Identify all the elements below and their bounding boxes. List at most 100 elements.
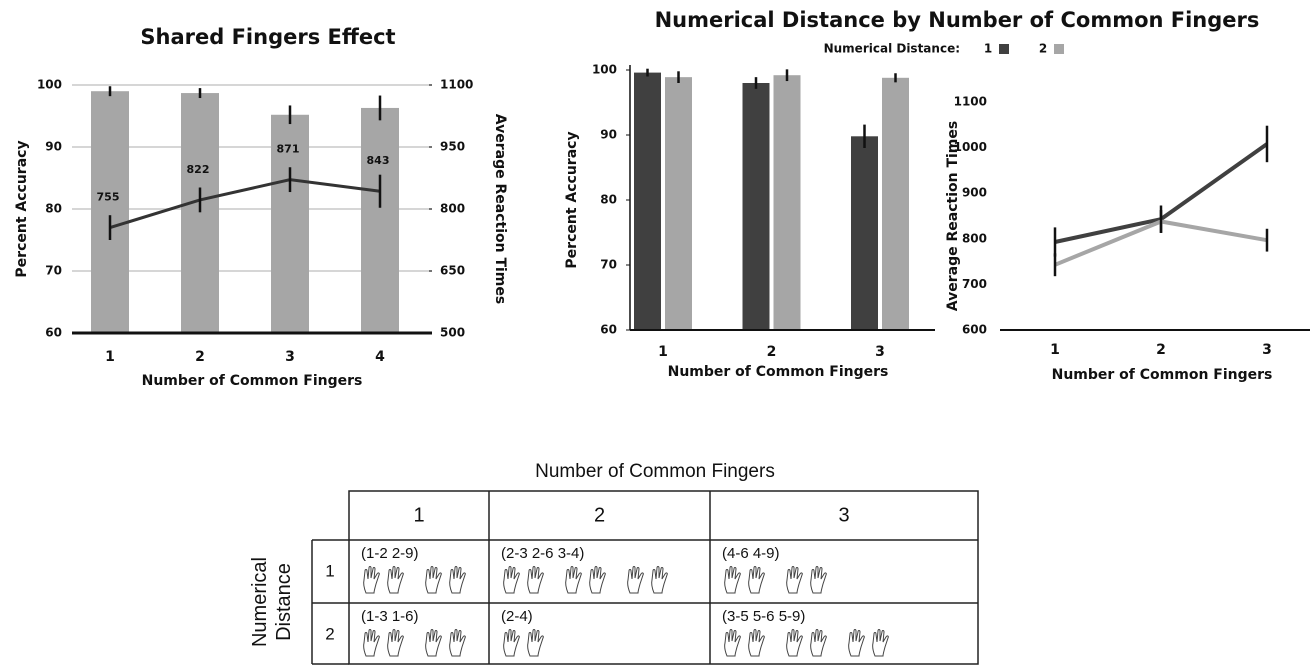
hand-icon bbox=[810, 566, 827, 594]
y-tick-label: 60 bbox=[600, 323, 617, 337]
y-axis-label: Average Reaction Times bbox=[945, 121, 961, 311]
hand-icon bbox=[387, 566, 404, 594]
y-tick-label: 70 bbox=[45, 264, 62, 278]
y2-tick-label: 500 bbox=[440, 326, 465, 340]
hand-icon bbox=[627, 566, 644, 594]
hand-icon bbox=[363, 566, 380, 594]
x-tick-label: 4 bbox=[375, 349, 385, 365]
y-tick-label: 1100 bbox=[954, 95, 987, 109]
hand-icon bbox=[503, 566, 520, 594]
x-axis-label: Number of Common Fingers bbox=[1052, 367, 1273, 383]
y-axis-label: Percent Accuracy bbox=[14, 140, 30, 277]
x-tick-label: 2 bbox=[767, 344, 777, 360]
data-label: 755 bbox=[97, 191, 120, 204]
y-tick-label: 70 bbox=[600, 258, 617, 272]
bar bbox=[773, 75, 801, 330]
y-axis-label: Percent Accuracy bbox=[564, 131, 580, 268]
hand-icon bbox=[527, 629, 544, 657]
y-tick-label: 600 bbox=[962, 323, 987, 337]
hand-icon bbox=[848, 629, 865, 657]
hand-icon bbox=[449, 566, 466, 594]
row-header: Numerical Distance bbox=[249, 556, 295, 648]
cell-text: (2-3 2-6 3-4) bbox=[501, 545, 584, 562]
hand-icon bbox=[425, 629, 442, 657]
hand-icon bbox=[748, 629, 765, 657]
hand-icon bbox=[363, 629, 380, 657]
y-tick-label: 700 bbox=[962, 277, 987, 291]
cell-text: (2-4) bbox=[501, 608, 533, 625]
row-label: 2 bbox=[325, 624, 334, 643]
hand-icon bbox=[503, 629, 520, 657]
y2-tick-label: 950 bbox=[440, 140, 465, 154]
y-tick-label: 90 bbox=[45, 140, 62, 154]
x-tick-label: 2 bbox=[1156, 342, 1166, 358]
hand-icon bbox=[527, 566, 544, 594]
hand-icon bbox=[872, 629, 889, 657]
y-tick-label: 80 bbox=[600, 193, 617, 207]
x-tick-label: 3 bbox=[875, 344, 885, 360]
x-tick-label: 2 bbox=[195, 349, 205, 365]
y-tick-label: 800 bbox=[962, 231, 987, 245]
y2-tick-label: 800 bbox=[440, 202, 465, 216]
table-grid bbox=[311, 490, 979, 665]
bar bbox=[665, 77, 692, 331]
hand-icon bbox=[786, 629, 803, 657]
chart-title: Shared Fingers Effect bbox=[140, 25, 395, 49]
column-header: 2 bbox=[594, 504, 605, 526]
y2-axis-label: Average Reaction Times bbox=[492, 114, 508, 304]
y-tick-label: 60 bbox=[45, 326, 62, 340]
line bbox=[109, 178, 381, 230]
hand-icon bbox=[449, 629, 466, 657]
y-tick-label: 100 bbox=[592, 63, 617, 77]
bar bbox=[91, 91, 129, 333]
y-tick-label: 80 bbox=[45, 202, 62, 216]
column-header: 3 bbox=[838, 504, 849, 526]
data-label: 822 bbox=[187, 163, 210, 176]
x-tick-label: 3 bbox=[1262, 342, 1272, 358]
hand-icon bbox=[810, 629, 827, 657]
y-tick-label: 90 bbox=[600, 128, 617, 142]
hand-icon bbox=[724, 629, 741, 657]
bar bbox=[742, 83, 770, 330]
cell-text: (1-3 1-6) bbox=[361, 608, 419, 625]
legend-label: 1 bbox=[984, 42, 992, 56]
x-tick-label: 1 bbox=[1050, 342, 1060, 358]
y-tick-label: 1000 bbox=[954, 140, 987, 154]
hand-icon bbox=[651, 566, 668, 594]
x-tick-label: 1 bbox=[105, 349, 115, 365]
table-title: Number of Common Fingers bbox=[535, 461, 775, 482]
x-tick-label: 3 bbox=[285, 349, 295, 365]
hand-icon bbox=[748, 566, 765, 594]
bar bbox=[882, 77, 909, 330]
chart-title: Numerical Distance by Number of Common F… bbox=[655, 8, 1260, 32]
legend-swatch bbox=[1054, 44, 1064, 54]
x-axis-label: Number of Common Fingers bbox=[142, 373, 363, 389]
bar bbox=[851, 136, 878, 330]
bar bbox=[271, 114, 309, 333]
cell-text: (1-2 2-9) bbox=[361, 545, 419, 562]
cell-text: (4-6 4-9) bbox=[722, 545, 780, 562]
data-label: 843 bbox=[367, 154, 390, 167]
bar bbox=[634, 72, 661, 330]
bar bbox=[181, 93, 219, 333]
y2-tick-label: 1100 bbox=[440, 78, 473, 92]
column-header: 1 bbox=[413, 504, 424, 526]
x-axis-label: Number of Common Fingers bbox=[668, 364, 889, 380]
bar bbox=[361, 107, 399, 333]
legend-title: Numerical Distance: bbox=[824, 42, 960, 56]
data-label: 871 bbox=[277, 143, 300, 156]
y2-tick-label: 650 bbox=[440, 264, 465, 278]
hand-icon bbox=[724, 566, 741, 594]
legend-label: 2 bbox=[1039, 42, 1047, 56]
hand-icon bbox=[786, 566, 803, 594]
y-tick-label: 100 bbox=[37, 78, 62, 92]
cell-text: (3-5 5-6 5-9) bbox=[722, 608, 805, 625]
hand-icon bbox=[589, 566, 606, 594]
row-label: 1 bbox=[325, 561, 334, 580]
hand-icon bbox=[425, 566, 442, 594]
hand-icon bbox=[387, 629, 404, 657]
legend-swatch bbox=[999, 44, 1009, 54]
x-tick-label: 1 bbox=[658, 344, 668, 360]
